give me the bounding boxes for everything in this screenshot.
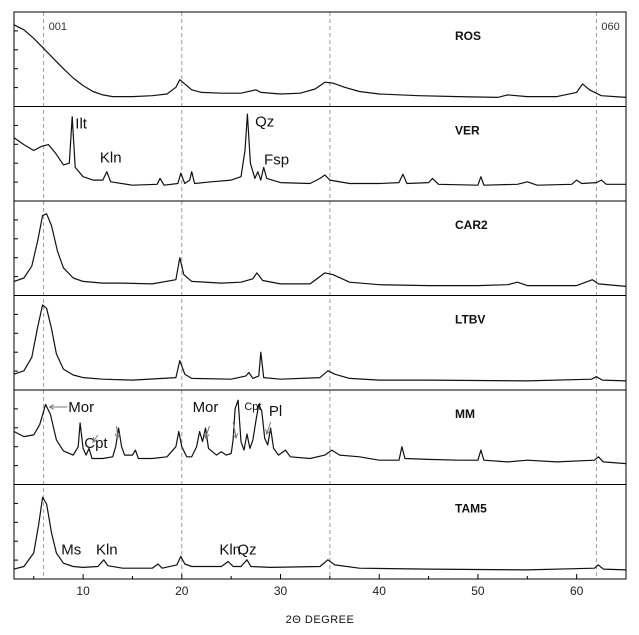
mineral-label-qz: Qz (255, 114, 274, 131)
mineral-label-kln: Kln (96, 542, 118, 559)
mineral-label-cpt: Cpt (84, 435, 108, 452)
series-line-tam5 (13, 496, 627, 571)
reference-label-0: 001 (49, 21, 67, 33)
panel-ltbv: LTBV (13, 295, 627, 382)
sample-label: CAR2 (455, 218, 488, 232)
series-line-ltbv (13, 304, 627, 382)
annotation-arrow (116, 425, 119, 439)
series-line-mm (13, 399, 627, 465)
series-line-ver (13, 113, 626, 186)
annotation-arrow-head (204, 432, 210, 439)
panel-tam5: TAM5 (13, 484, 627, 571)
x-tick-label: 20 (175, 584, 189, 598)
annotation-arrow (92, 434, 99, 443)
sample-label: TAM5 (455, 502, 487, 516)
annotation-arrow-head (265, 428, 271, 435)
panel-ros: ROS (13, 24, 627, 98)
mineral-label-mor: Mor (68, 399, 94, 416)
mineral-label-kln: Kln (219, 542, 241, 559)
mineral-label-pl: Pl (269, 403, 282, 420)
panel-mm: MM (13, 389, 627, 467)
mineral-label-kln: Kln (100, 150, 122, 167)
x-tick-label: 60 (570, 584, 584, 598)
plot-frame (13, 11, 627, 580)
panel-ver: VER (13, 106, 626, 186)
annotation-arrow-head (92, 436, 98, 443)
annotation-arrow (205, 425, 210, 439)
mineral-label-ilt: Ilt (75, 116, 88, 133)
annotation-arrow (232, 421, 237, 439)
mineral-label-qz: Qz (237, 542, 256, 559)
x-tick-label: 10 (76, 584, 90, 598)
mineral-label-fsp: Fsp (264, 152, 289, 169)
annotation-arrow-head (114, 433, 121, 440)
mineral-label-ms: Ms (61, 542, 81, 559)
annotation-arrow-head (48, 404, 55, 410)
panel-car2: CAR2 (13, 200, 627, 287)
annotation-arrow-head (232, 433, 239, 440)
x-tick-label: 50 (471, 584, 485, 598)
sample-label: VER (455, 124, 480, 138)
annotation-arrow (266, 421, 272, 435)
mineral-label-cpt: Cpt (244, 401, 261, 413)
sample-label: MM (455, 407, 475, 421)
x-tick-label: 30 (274, 584, 288, 598)
series-line-car2 (13, 213, 627, 287)
sample-label: ROS (455, 29, 481, 43)
reference-label-3: 060 (601, 21, 619, 33)
mineral-label-mor: Mor (193, 399, 219, 416)
x-axis-title: 2Θ DEGREE (286, 614, 355, 626)
sample-label: LTBV (455, 313, 485, 327)
series-line-ros (13, 24, 627, 98)
sample-panels: ROS VER CAR2 LTBV MM TAM5 (13, 24, 627, 571)
x-tick-label: 40 (373, 584, 387, 598)
x-axis: 10 20 30 40 50 60 (33, 574, 627, 598)
